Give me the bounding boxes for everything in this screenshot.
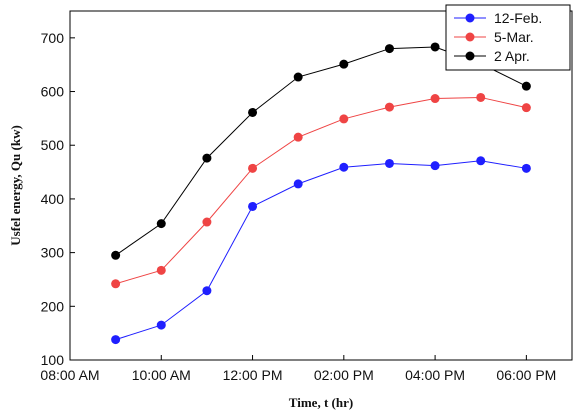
data-point <box>384 44 394 54</box>
y-tick-label: 100 <box>41 352 65 368</box>
data-point <box>202 153 212 163</box>
x-tick-label: 08:00 AM <box>40 367 99 383</box>
data-point <box>339 114 349 124</box>
data-point <box>384 158 394 168</box>
data-point <box>430 94 440 104</box>
y-tick-label: 200 <box>41 298 65 314</box>
plot-frame <box>69 10 573 361</box>
series-line <box>115 46 527 256</box>
legend-item: 2 Apr. <box>454 48 530 64</box>
y-tick-label: 600 <box>41 84 65 100</box>
data-point <box>476 156 486 166</box>
data-point <box>293 132 303 142</box>
data-point <box>384 102 394 112</box>
legend-label: 12-Feb. <box>494 10 542 26</box>
series-layer <box>111 42 531 345</box>
x-tick-label: 12:00 PM <box>223 367 283 383</box>
series-line <box>115 96 527 285</box>
x-axis-title: Time, t (hr) <box>289 395 353 410</box>
data-point <box>521 103 531 113</box>
data-point <box>248 163 258 173</box>
x-tick-label: 10:00 AM <box>132 367 191 383</box>
data-point <box>156 320 166 330</box>
x-tick-label: 02:00 PM <box>314 367 374 383</box>
data-point <box>248 201 258 211</box>
data-point <box>339 59 349 69</box>
series-2 <box>111 92 531 289</box>
data-point <box>476 92 486 102</box>
data-point <box>111 250 121 260</box>
x-tick-label: 04:00 PM <box>405 367 465 383</box>
series-line <box>115 160 527 341</box>
y-tick-label: 400 <box>41 191 65 207</box>
y-tick-label: 500 <box>41 137 65 153</box>
data-point <box>111 335 121 345</box>
legend-marker <box>465 32 475 42</box>
data-point <box>202 217 212 227</box>
y-axis-ticks: 100 200 300 400 500 600 700 <box>41 30 75 368</box>
data-point <box>293 72 303 82</box>
series-1 <box>111 156 531 345</box>
legend-marker <box>465 51 475 61</box>
legend-item: 12-Feb. <box>454 10 542 26</box>
data-point <box>339 162 349 172</box>
data-point <box>430 42 440 52</box>
data-point <box>521 81 531 91</box>
x-tick-label: 06:00 PM <box>496 367 556 383</box>
data-point <box>156 219 166 229</box>
data-point <box>521 163 531 173</box>
data-point <box>430 161 440 171</box>
series-3 <box>111 42 531 260</box>
legend: 12-Feb. 5-Mar. 2 Apr. <box>445 4 571 71</box>
legend-label: 2 Apr. <box>494 48 530 64</box>
data-point <box>202 286 212 296</box>
legend-marker <box>465 13 475 23</box>
data-point <box>156 265 166 275</box>
data-point <box>248 107 258 117</box>
y-tick-label: 700 <box>41 30 65 46</box>
y-axis-title: Usfel energy, Qu (kw) <box>8 125 23 246</box>
x-axis-ticks: 08:00 AM 10:00 AM 12:00 PM 02:00 PM 04:00 PM… <box>40 355 556 383</box>
legend-label: 5-Mar. <box>494 29 534 45</box>
legend-item: 5-Mar. <box>454 29 534 45</box>
y-tick-label: 300 <box>41 245 65 261</box>
data-point <box>111 279 121 289</box>
data-point <box>293 179 303 189</box>
